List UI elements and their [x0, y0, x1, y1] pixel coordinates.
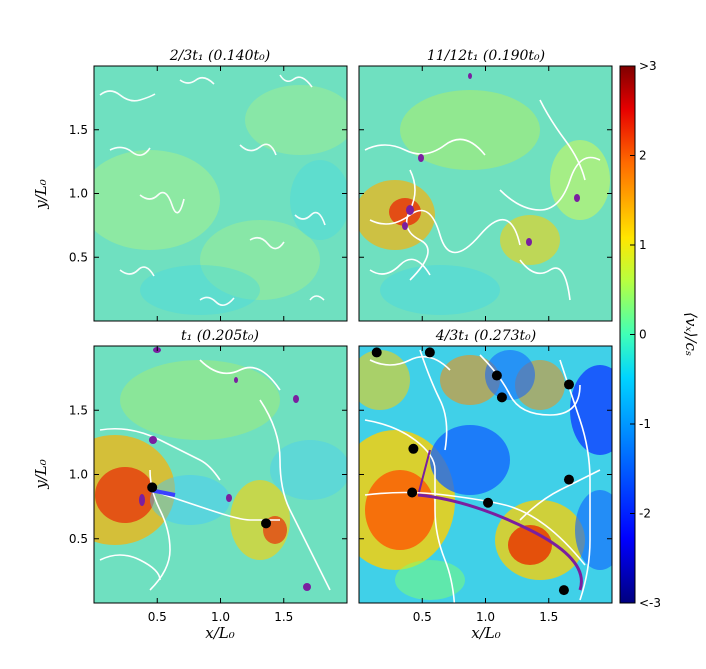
x-tick-label: 0.5 [148, 610, 167, 624]
sink-particle [496, 392, 507, 403]
colorbar-tick-label: 2 [639, 149, 647, 163]
y-tick-label: 1.0 [69, 187, 88, 201]
sink-particle [424, 347, 435, 358]
sink-particle [558, 585, 569, 596]
x-tick-label: 1.0 [476, 610, 495, 624]
panel-3-field [94, 346, 347, 603]
sink-particles [147, 347, 574, 596]
panel-2-field [359, 66, 612, 321]
panel-2 [358, 65, 613, 322]
colorbar-tick-label: <-3 [639, 596, 661, 610]
sink-particle [407, 487, 418, 498]
sink-particle [491, 370, 502, 381]
colorbar-tick-label: -1 [639, 417, 651, 431]
x-tick-label: 1.5 [539, 610, 558, 624]
x-tick-label: 1.5 [274, 610, 293, 624]
colorbar-ticks: >3 2 1 0 -1 -2 <-3 [630, 59, 661, 610]
colorbar: >3 2 1 0 -1 -2 <-3 ⟨vₓ⟩/cₛ [619, 59, 700, 610]
y-tick-label: 1.5 [69, 123, 88, 137]
panel-3-title: t₁ (0.205t₀) [181, 328, 259, 344]
panel-3-ylabel: y/L₀ [32, 459, 50, 490]
panel-3 [93, 345, 348, 604]
y-tick-label: 1.0 [69, 468, 88, 482]
axis-ticks: 0.5 1.0 1.5 0.5 1.0 1.5 0.5 1.0 1.5 0.5 1.0 1.5 [69, 66, 612, 624]
panel-4 [358, 345, 613, 604]
sink-particle [563, 474, 574, 485]
y-tick-label: 0.5 [69, 250, 88, 264]
sink-particle [563, 379, 574, 390]
panel-2-title: 11/12t₁ (0.190t₀) [427, 48, 545, 64]
panel-4-field [359, 346, 612, 603]
colorbar-tick-label: 0 [639, 328, 647, 342]
colorbar-tick-label: 1 [639, 238, 647, 252]
panel-4-xlabel: x/L₀ [471, 624, 501, 642]
panel-1-ylabel: y/L₀ [32, 179, 50, 210]
x-tick-label: 1.0 [211, 610, 230, 624]
y-tick-label: 0.5 [69, 532, 88, 546]
sink-particle [371, 347, 382, 358]
colorbar-tick-label: -2 [639, 507, 651, 521]
panel-1 [93, 65, 348, 322]
colorbar-tick-label: >3 [639, 59, 657, 73]
sink-particle [483, 497, 494, 508]
panel-1-title: 2/3t₁ (0.140t₀) [169, 48, 270, 64]
panel-4-title: 4/3t₁ (0.273t₀) [435, 328, 536, 344]
sink-particle [408, 443, 419, 454]
sink-particle [261, 518, 272, 529]
panel-3-xlabel: x/L₀ [205, 624, 235, 642]
colorbar-label: ⟨vₓ⟩/cₛ [682, 312, 700, 356]
x-tick-label: 0.5 [413, 610, 432, 624]
y-tick-label: 1.5 [69, 403, 88, 417]
panel-1-field [94, 66, 347, 321]
sink-particle [147, 482, 158, 493]
